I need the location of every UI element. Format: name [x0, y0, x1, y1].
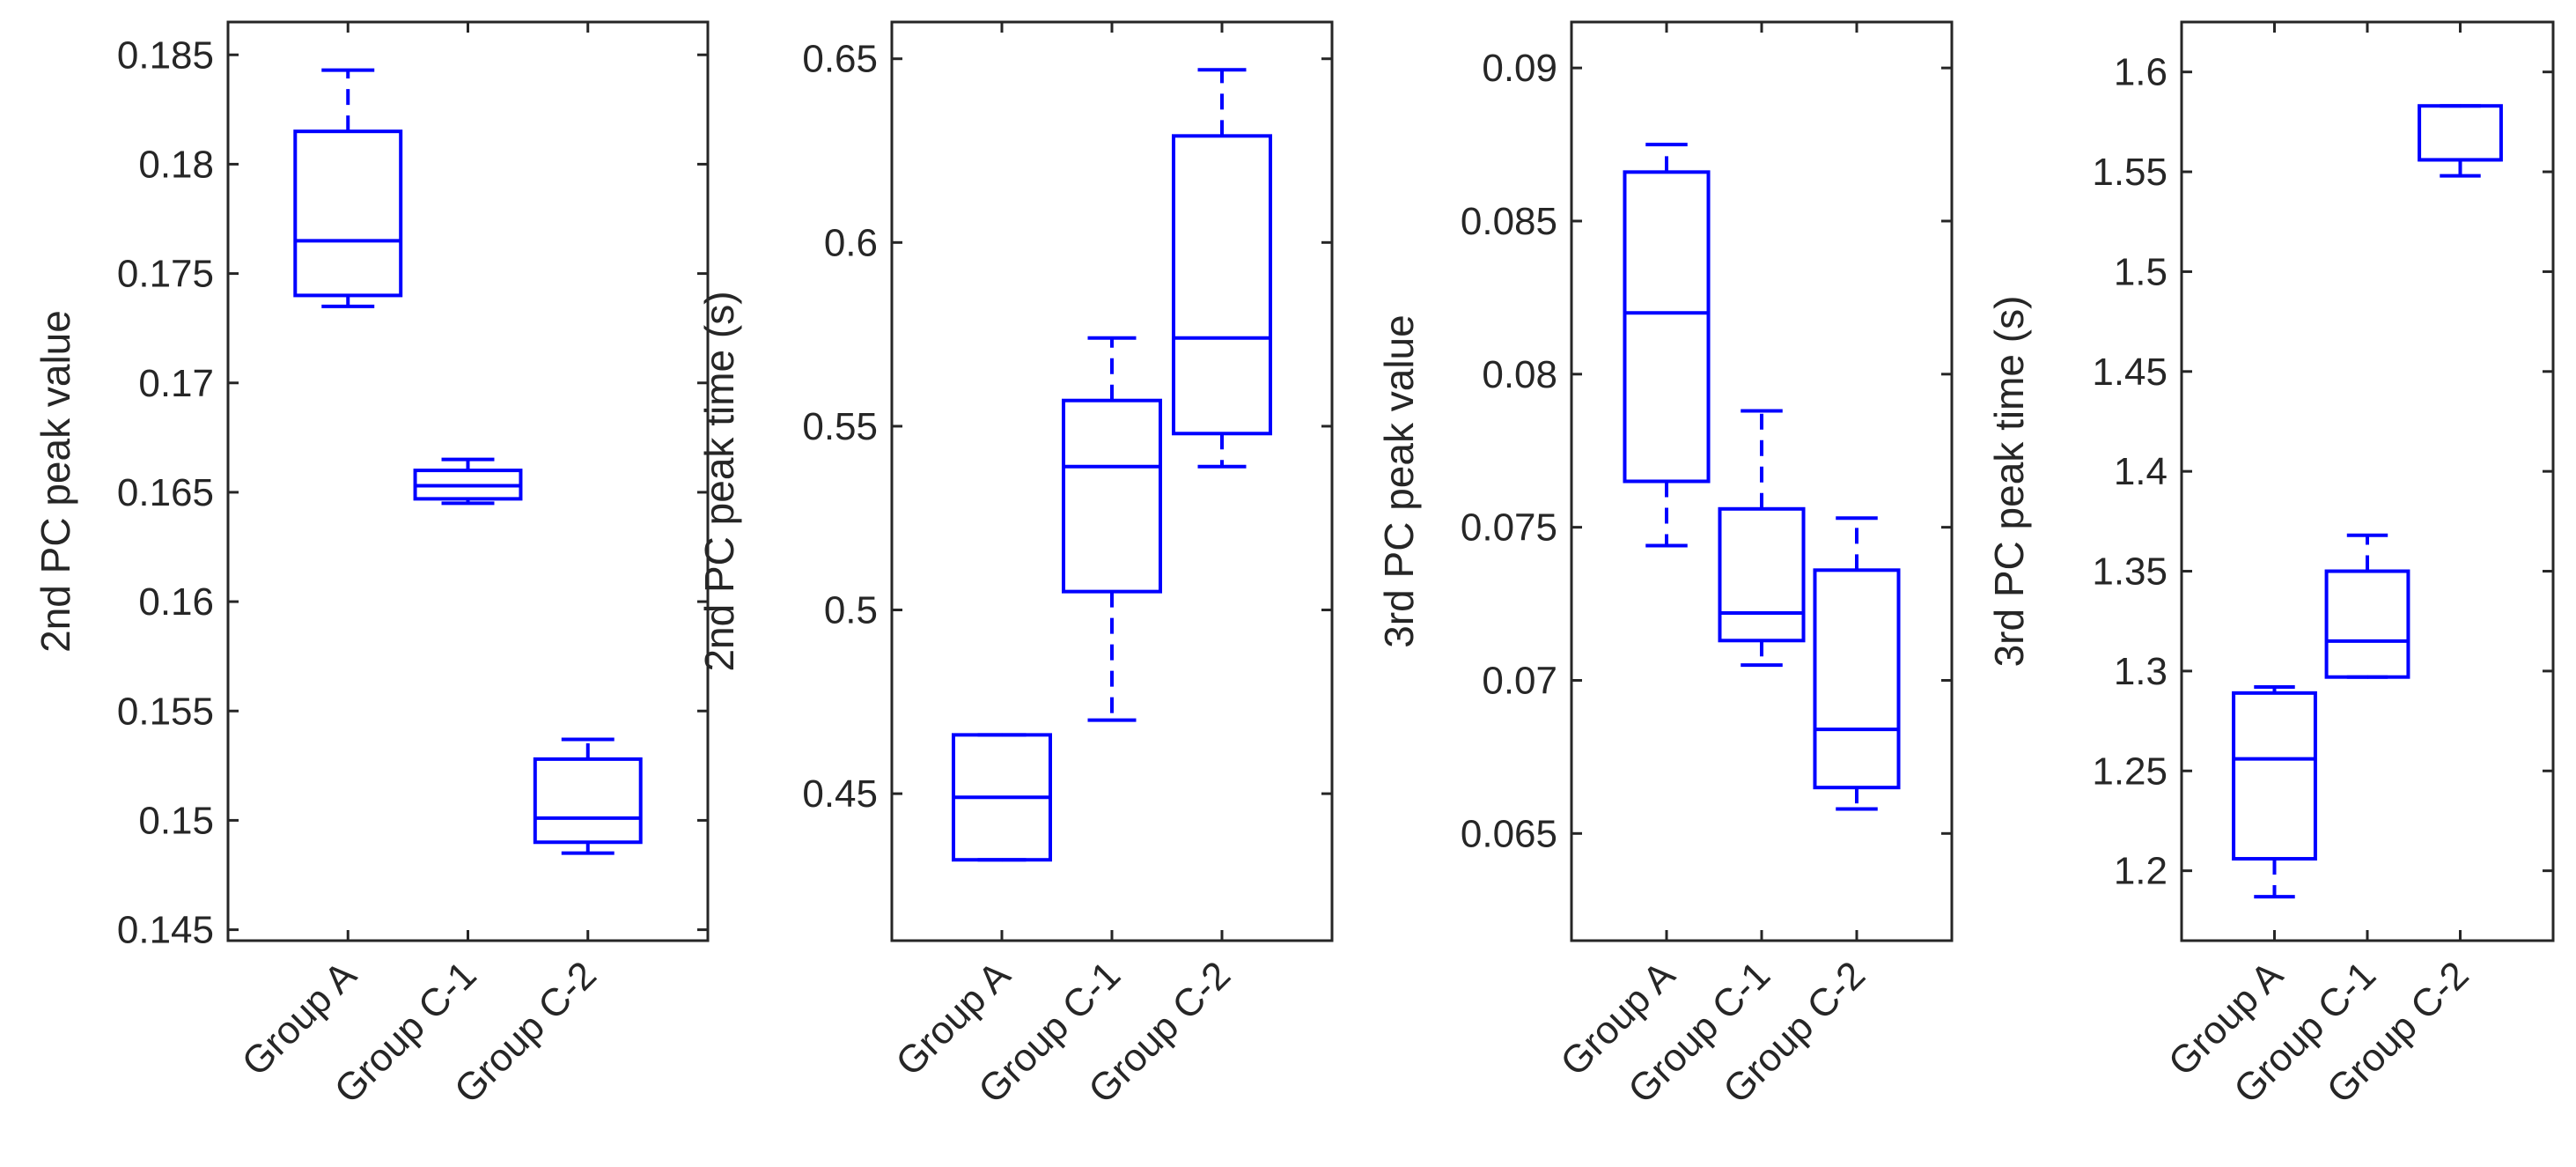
y-tick-label: 0.065 [1461, 812, 1557, 855]
box-1 [952, 733, 1052, 862]
iqr-box [2418, 104, 2503, 162]
box-2 [1062, 336, 1162, 722]
y-tick-label: 0.55 [802, 405, 878, 448]
y-tick-label: 0.165 [117, 471, 214, 514]
subplot-4: 1.2 1.25 1.3 1.35 1.4 1.45 1.5 1.55 1.6 3rd PC pe… [1986, 20, 2555, 1112]
iqr-box [1718, 506, 1806, 643]
y-tick-label: 1.45 [2092, 351, 2168, 394]
iqr-box [1623, 170, 1711, 484]
y-tick-label: 0.175 [117, 253, 214, 296]
y-tick-label: 0.5 [824, 589, 878, 632]
y-tick-label: 1.2 [2114, 850, 2168, 893]
box-3 [533, 737, 643, 855]
y-tick-label: 1.55 [2092, 151, 2168, 194]
box-3 [1172, 68, 1272, 469]
y-tick-label: 0.185 [117, 33, 214, 77]
box-2 [413, 457, 523, 506]
y-tick-label: 0.16 [138, 580, 214, 624]
y-tick-label: 1.3 [2114, 650, 2168, 693]
y-tick-label: 1.25 [2092, 750, 2168, 793]
y-axis-label: 2nd PC peak value [33, 310, 78, 653]
y-axis-label: 3rd PC peak value [1376, 314, 1422, 647]
y-tick-label: 0.18 [138, 143, 214, 186]
iqr-box [533, 757, 643, 845]
y-tick-label: 0.15 [138, 799, 214, 842]
box-1 [2232, 685, 2317, 899]
y-tick-label: 0.6 [824, 221, 878, 264]
y-tick-label: 1.5 [2114, 250, 2168, 293]
y-tick-label: 1.35 [2092, 550, 2168, 594]
y-tick-label: 0.08 [1482, 353, 1557, 396]
iqr-box [1172, 134, 1272, 436]
y-axis-label: 3rd PC peak time (s) [1986, 296, 2032, 668]
subplot-1: 0.145 0.15 0.155 0.16 0.165 0.17 0.175 0.18 0.18… [33, 20, 710, 1112]
y-tick-label: 0.155 [117, 690, 214, 733]
iqr-box [2232, 691, 2317, 861]
y-tick-label: 1.6 [2114, 51, 2168, 94]
y-tick-label: 0.65 [802, 38, 878, 81]
iqr-box [293, 129, 403, 298]
y-tick-label: 1.4 [2114, 450, 2168, 493]
iqr-box [2324, 569, 2410, 679]
subplot-3: 0.065 0.07 0.075 0.08 0.085 0.09 3rd PC peak v… [1376, 20, 1954, 1112]
box-1 [1623, 143, 1711, 548]
iqr-box [1813, 568, 1901, 790]
y-tick-label: 0.07 [1482, 659, 1557, 702]
box-2 [1718, 409, 1806, 668]
box-3 [1813, 516, 1901, 811]
box-3 [2418, 104, 2503, 178]
box-2 [2324, 533, 2410, 679]
y-tick-label: 0.45 [802, 772, 878, 816]
y-axis-label: 2nd PC peak time (s) [696, 291, 742, 671]
y-tick-label: 0.085 [1461, 200, 1557, 243]
box-1 [293, 68, 403, 308]
iqr-box [1062, 398, 1162, 594]
axes-frame [226, 20, 710, 942]
y-tick-label: 0.17 [138, 362, 214, 405]
y-tick-label: 0.075 [1461, 506, 1557, 550]
y-tick-label: 0.09 [1482, 47, 1557, 90]
axes-frame [890, 20, 1334, 942]
y-tick-label: 0.145 [117, 909, 214, 952]
